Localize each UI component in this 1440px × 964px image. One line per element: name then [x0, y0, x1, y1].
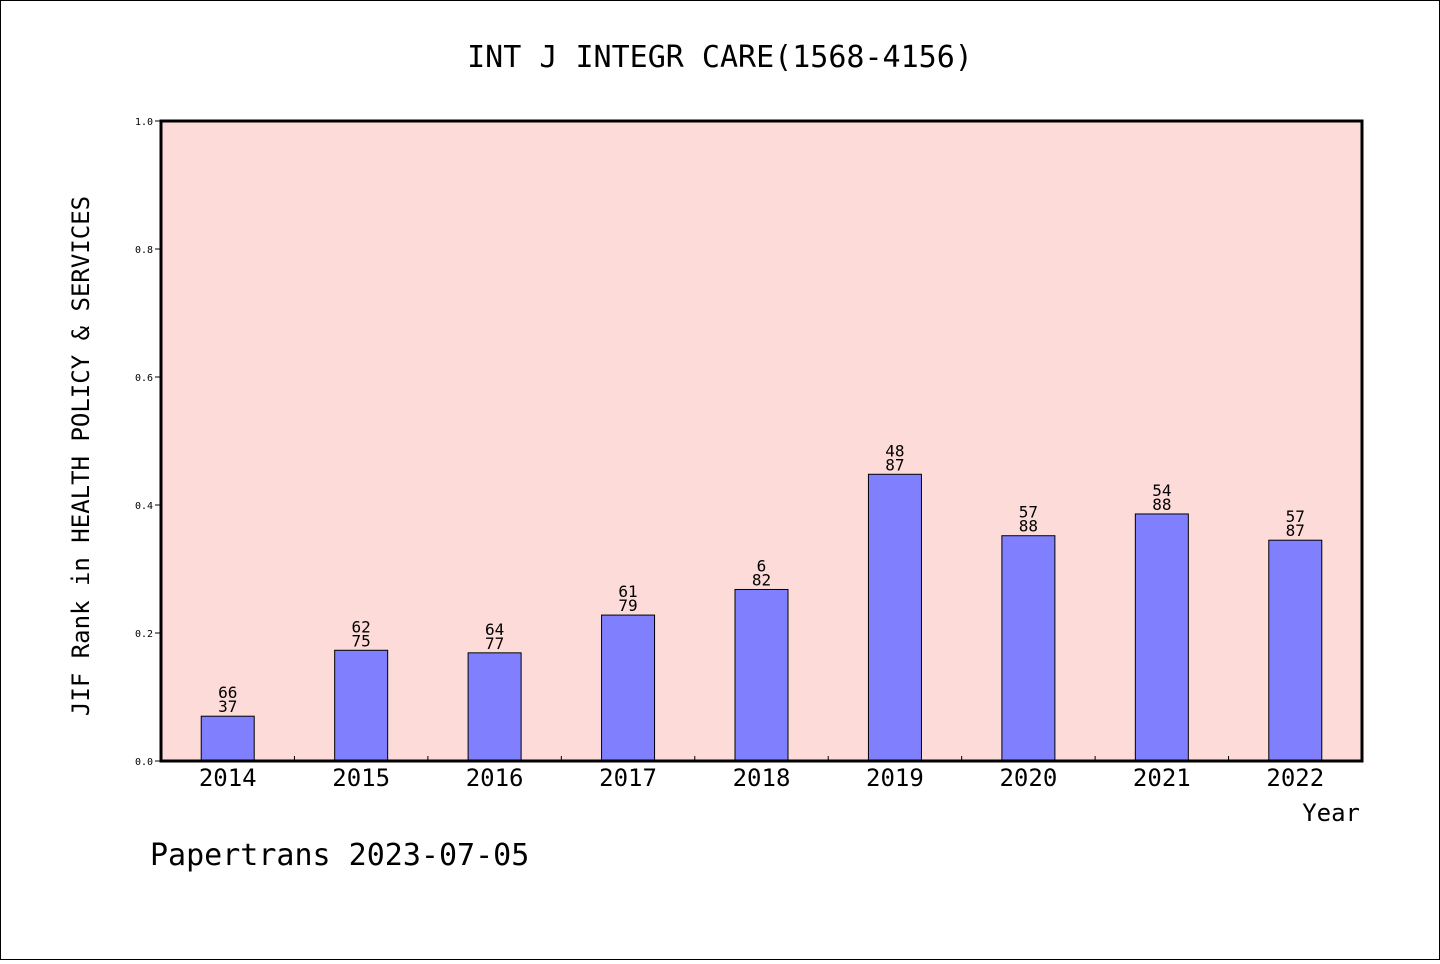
bar-label-bottom: 87 [885, 455, 904, 474]
x-tick-label: 2021 [1133, 764, 1191, 792]
bar-label-bottom: 88 [1152, 495, 1171, 514]
bar-2014 [200, 715, 255, 762]
bar-2022 [1268, 539, 1323, 762]
x-tick-label: 2015 [332, 764, 390, 792]
chart-title: INT J INTEGR CARE(1568-4156) [467, 40, 973, 75]
bar-2017 [601, 614, 656, 762]
bar-2015 [334, 649, 389, 762]
bar-2020 [1001, 535, 1056, 762]
x-tick-label: 2020 [999, 764, 1057, 792]
plot-border [159, 119, 1364, 763]
x-axis-label: Year [1302, 799, 1360, 827]
x-tick-label: 2016 [466, 764, 524, 792]
y-tick-label: 1.0 [135, 117, 153, 128]
bar-label-top: 57 [1019, 503, 1038, 522]
bar-label-top: 66 [218, 683, 237, 702]
bar-label-bottom: 82 [752, 570, 771, 589]
bar-2016 [467, 652, 522, 762]
bar-label-top: 61 [618, 582, 637, 601]
x-tick-label: 2019 [866, 764, 924, 792]
bar-label-top: 62 [352, 617, 371, 636]
bar-label-top: 48 [885, 441, 904, 460]
x-tick-label: 2018 [733, 764, 791, 792]
bar-label-bottom: 77 [485, 634, 504, 653]
y-tick-label: 0.4 [135, 501, 153, 512]
bar-label-bottom: 37 [218, 697, 237, 716]
footer-text: Papertrans 2023-07-05 [150, 838, 529, 873]
x-tick-label: 2017 [599, 764, 657, 792]
bar-label-top: 54 [1152, 481, 1171, 500]
bar-2019 [867, 473, 922, 762]
bar-label-top: 57 [1286, 507, 1305, 526]
bar-label-bottom: 87 [1286, 521, 1305, 540]
y-tick-label: 0.2 [135, 629, 153, 640]
y-tick-label: 0.8 [135, 245, 153, 256]
y-tick-label: 0.0 [135, 757, 153, 768]
bar-label-bottom: 75 [352, 631, 371, 650]
x-axis: 2014 2015 2016 2017 2018 2019 2020 2021 2022 [199, 756, 1324, 792]
y-axis-label: JIF Rank in HEALTH POLICY & SERVICES [67, 196, 95, 716]
y-tick-label: 0.6 [135, 373, 153, 384]
x-tick-label: 2022 [1266, 764, 1324, 792]
bar-2021 [1134, 513, 1189, 762]
bar-label-bottom: 79 [618, 596, 637, 615]
bar-label-bottom: 88 [1019, 517, 1038, 536]
y-axis: 0.0 0.2 0.4 0.6 0.8 1.0 [135, 117, 161, 768]
bar-label-top: 64 [485, 620, 504, 639]
bar-2018 [734, 588, 789, 762]
bar-label-top: 6 [757, 556, 767, 575]
x-tick-label: 2014 [199, 764, 257, 792]
